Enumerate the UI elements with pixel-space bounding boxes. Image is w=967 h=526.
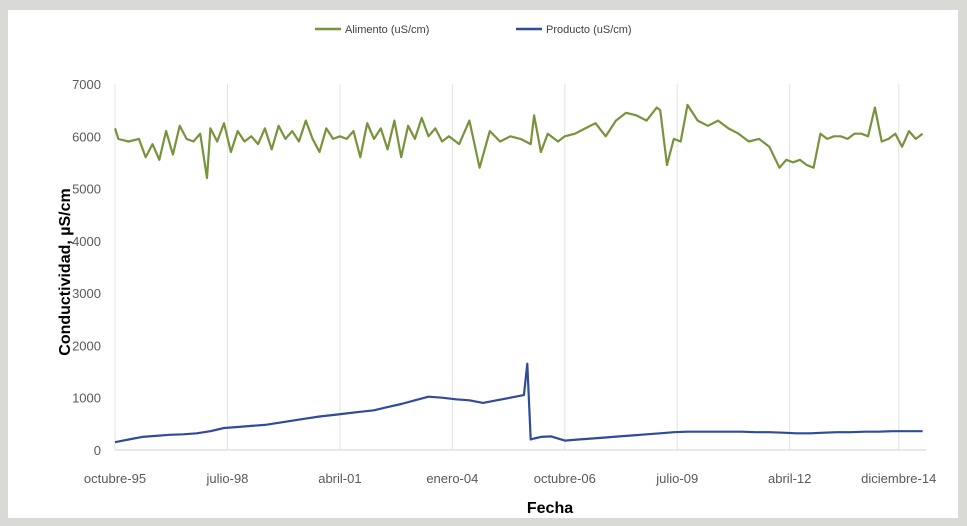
x-tick-label: abril-01 (318, 471, 361, 486)
x-tick-label: enero-04 (426, 471, 478, 486)
y-axis-ticks: 0 1000 2000 3000 4000 5000 6000 7000 (72, 77, 101, 458)
legend: Alimento (uS/cm) Producto (uS/cm) (315, 24, 632, 36)
y-tick-label: 6000 (72, 129, 101, 144)
y-axis-title: Conductividad, µS/cm (57, 188, 74, 355)
series-line-alimento (113, 103, 924, 180)
x-axis-title: Fecha (527, 500, 573, 517)
line-chart: Alimento (uS/cm) Producto (uS/cm) 0 1000 2… (57, 24, 936, 517)
y-tick-label: 5000 (72, 182, 101, 197)
x-tick-label: octubre-95 (84, 471, 146, 486)
legend-label-alimento: Alimento (uS/cm) (345, 24, 429, 36)
x-tick-label: julio-98 (205, 471, 248, 486)
series-line-producto (114, 362, 923, 444)
y-tick-label: 2000 (72, 338, 101, 353)
x-tick-label: julio-09 (655, 471, 698, 486)
gridlines (114, 84, 926, 451)
y-tick-label: 1000 (72, 391, 101, 406)
y-tick-label: 3000 (72, 286, 101, 301)
y-tick-label: 4000 (72, 234, 101, 249)
y-tick-label: 7000 (72, 77, 101, 92)
y-tick-label: 0 (94, 443, 101, 458)
x-tick-label: abril-12 (768, 471, 811, 486)
x-tick-label: diciembre-14 (861, 471, 936, 486)
legend-label-producto: Producto (uS/cm) (546, 24, 632, 36)
x-tick-label: octubre-06 (534, 471, 596, 486)
series-layer (113, 103, 924, 444)
chart-frame: Alimento (uS/cm) Producto (uS/cm) 0 1000 2… (8, 10, 958, 518)
x-axis-ticks: octubre-95 julio-98 abril-01 enero-04 octubr… (84, 471, 936, 486)
